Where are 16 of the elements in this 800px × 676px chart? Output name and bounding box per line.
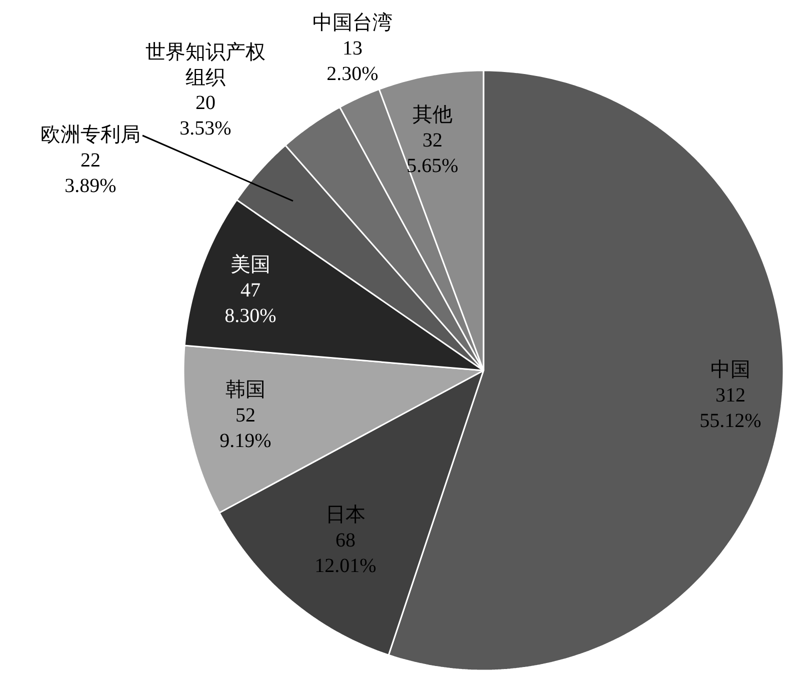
- slice-label: 中国: [710, 359, 750, 382]
- slice-label: 其他: [412, 104, 452, 126]
- slice-label: 欧洲专利局: [40, 124, 140, 146]
- slice-label: 世界知识产权组织: [146, 42, 266, 89]
- data-label: 32 5.65%: [406, 130, 458, 177]
- data-label: 20 3.53%: [180, 92, 232, 140]
- data-label: 52 9.19%: [220, 404, 272, 452]
- slice-label: 日本: [326, 504, 366, 526]
- data-label: 68 12.01%: [314, 530, 376, 577]
- data-label: 312 55.12%: [700, 384, 762, 432]
- slice-label: 中国台湾: [312, 12, 392, 34]
- data-label: 22 3.89%: [64, 150, 116, 197]
- slice-label: 美国: [230, 253, 270, 276]
- data-label: 13 2.30%: [326, 38, 378, 85]
- slice-label: 韩国: [226, 379, 266, 402]
- data-label: 47 8.30%: [224, 280, 276, 327]
